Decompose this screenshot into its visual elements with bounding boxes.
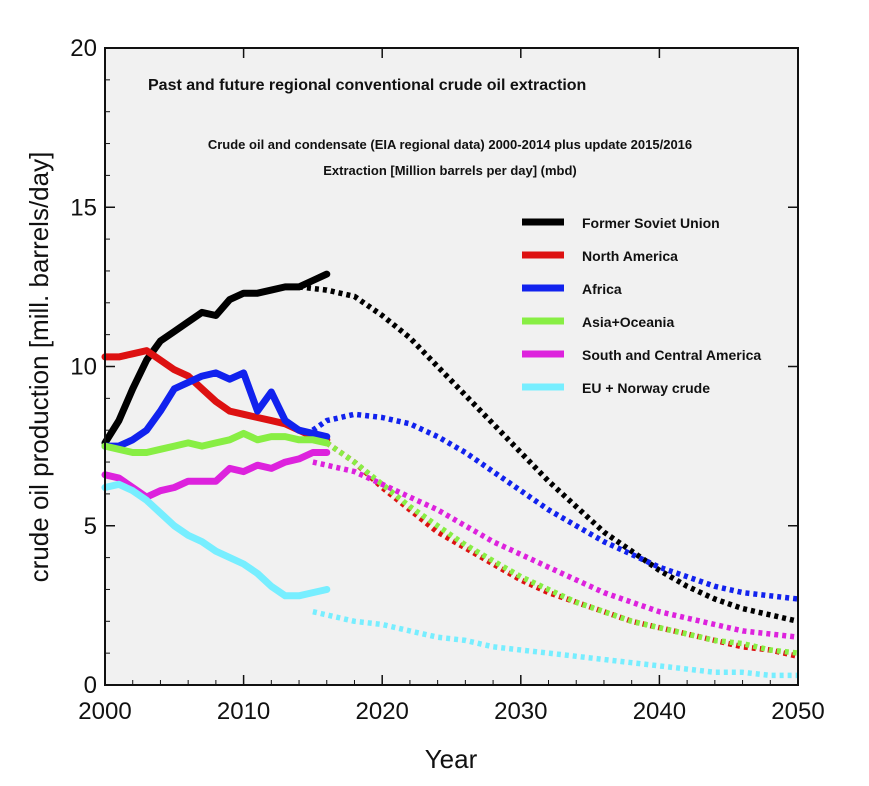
x-tick-label: 2010 [217, 698, 270, 725]
x-axis-label: Year [425, 744, 478, 774]
y-tick-label: 20 [70, 35, 97, 62]
series-line-asia-oceania [101, 429, 331, 456]
legend-label-north-america: North America [582, 248, 678, 264]
series-line-former-soviet-union [101, 270, 331, 447]
x-tick-label: 2020 [356, 698, 409, 725]
chart-subtitle-1: Crude oil and condensate (EIA regional d… [208, 137, 692, 152]
legend-label-south-and-central-america: South and Central America [582, 347, 761, 363]
legend-label-asia-oceania: Asia+Oceania [582, 314, 674, 330]
legend-label-former-soviet-union: Former Soviet Union [582, 215, 720, 231]
series-line-eu-norway-crude [101, 480, 331, 600]
x-tick-label: 2050 [771, 698, 824, 725]
y-axis-label: crude oil production [mill. barrels/day] [24, 152, 54, 583]
plot-background [105, 48, 798, 685]
series-forecast-south-and-central-america [312, 459, 799, 640]
legend-label-eu-norway-crude: EU + Norway crude [582, 380, 710, 396]
legend: Former Soviet Union North America Africa As… [522, 215, 761, 396]
x-tick-label: 2040 [633, 698, 686, 725]
plot-frame [104, 47, 799, 686]
y-tick-label: 10 [70, 354, 97, 381]
y-tick-label: 0 [84, 672, 97, 699]
series-forecast-africa [311, 411, 799, 602]
ticks-layer: 2000 2010 2020 2030 2040 2050 0 5 10 15 20 [70, 35, 824, 725]
chart-subtitle-2: Extraction [Million barrels per day] (mb… [323, 163, 577, 178]
chart-title: Past and future regional conventional cr… [148, 77, 586, 94]
series-forecast-former-soviet-union [298, 284, 799, 624]
y-tick-label: 5 [84, 513, 97, 540]
x-tick-label: 2030 [494, 698, 547, 725]
y-tick-label: 15 [70, 194, 97, 221]
series-line-africa [101, 369, 331, 450]
x-tick-label: 2000 [78, 698, 131, 725]
legend-label-africa: Africa [582, 281, 622, 297]
series-forecast-asia-oceania [325, 440, 799, 656]
series-layer [101, 270, 799, 679]
